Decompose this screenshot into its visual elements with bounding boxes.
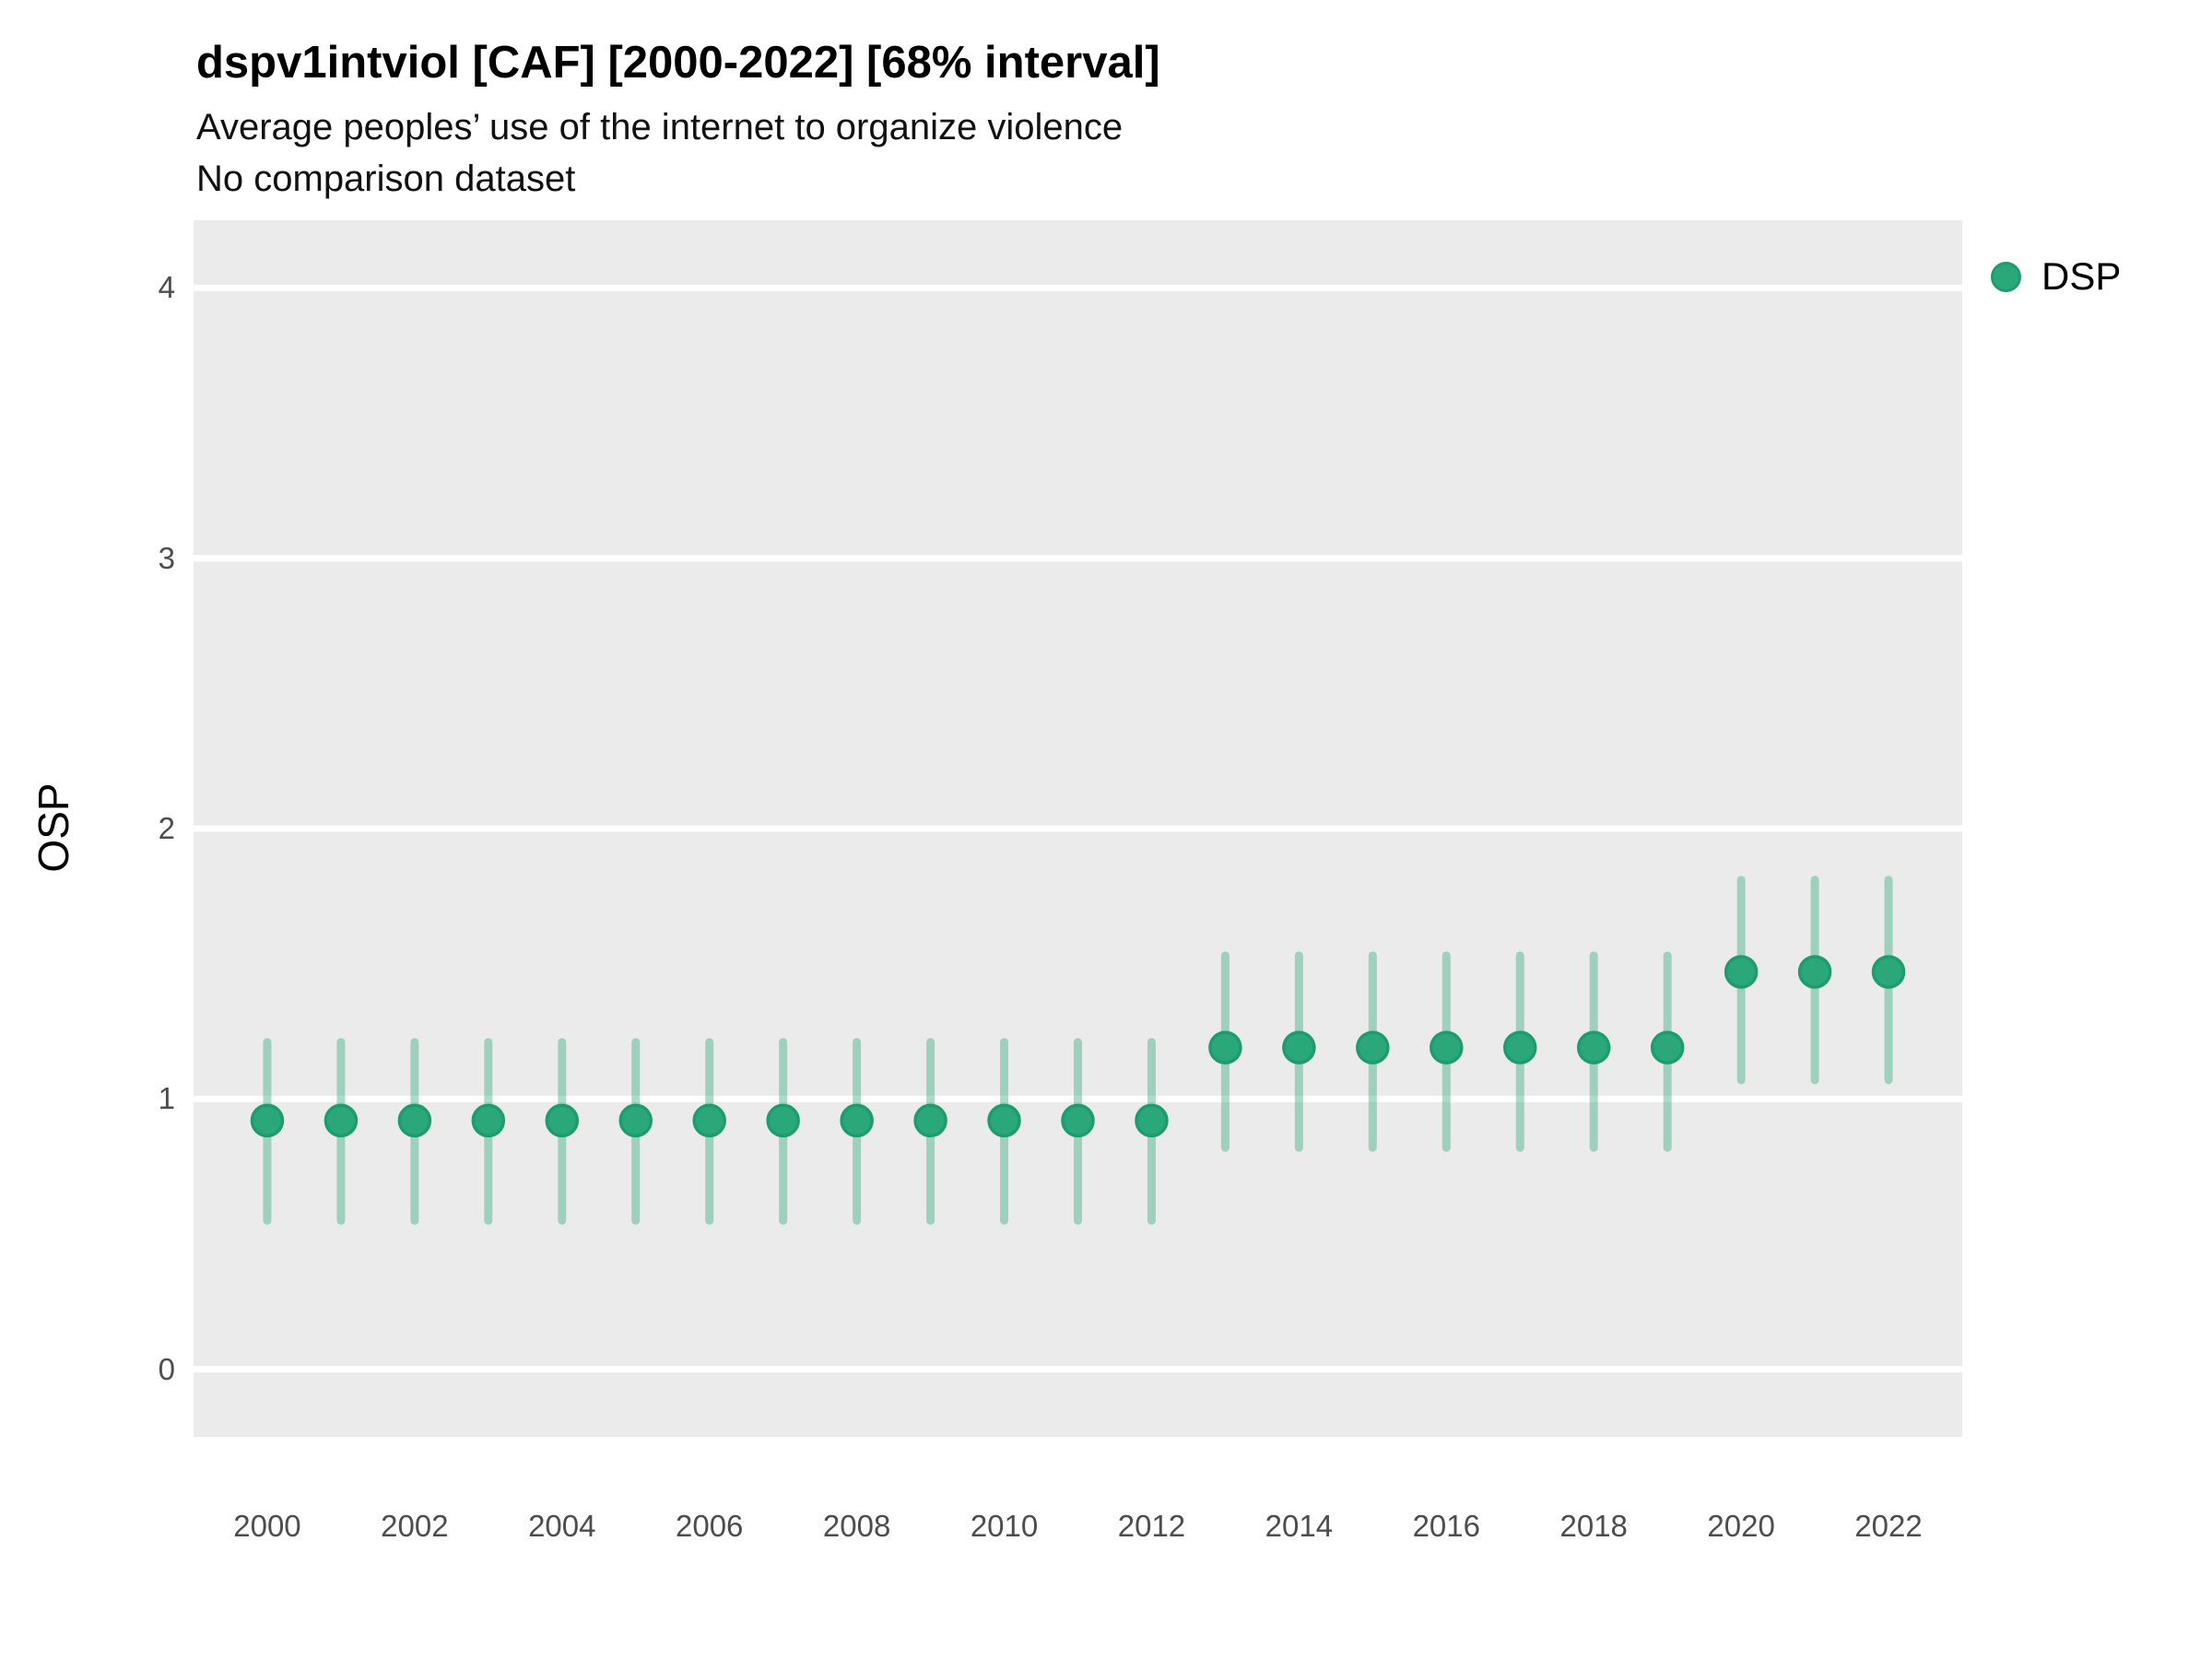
data-point-2006 bbox=[692, 1103, 726, 1138]
x-tick-label-2016: 2016 bbox=[1412, 1509, 1480, 1543]
data-point-2020 bbox=[1724, 955, 1759, 989]
data-point-2013 bbox=[1208, 1030, 1242, 1065]
legend-label: DSP bbox=[2041, 254, 2122, 298]
data-point-2018 bbox=[1576, 1030, 1611, 1065]
chart-title: dspv1intviol [CAF] [2000-2022] [68% inte… bbox=[196, 38, 1160, 88]
data-point-2016 bbox=[1430, 1030, 1464, 1065]
x-tick-label-2006: 2006 bbox=[675, 1509, 744, 1543]
data-point-2005 bbox=[618, 1103, 653, 1138]
data-point-2017 bbox=[1503, 1030, 1537, 1065]
data-point-2007 bbox=[766, 1103, 800, 1138]
x-tick-label-2008: 2008 bbox=[822, 1509, 891, 1543]
x-tick-label-2022: 2022 bbox=[1854, 1509, 1923, 1543]
y-tick-label-3: 3 bbox=[158, 540, 175, 575]
data-point-2022 bbox=[1871, 955, 1906, 989]
x-tick-label-2010: 2010 bbox=[970, 1509, 1039, 1543]
data-point-2014 bbox=[1282, 1030, 1316, 1065]
data-point-2012 bbox=[1135, 1103, 1169, 1138]
data-point-2010 bbox=[987, 1103, 1021, 1138]
data-point-2019 bbox=[1650, 1030, 1685, 1065]
legend-dot-icon bbox=[1991, 261, 2021, 292]
pointrange-plot bbox=[194, 284, 1962, 1373]
data-point-2021 bbox=[1797, 955, 1832, 989]
data-point-2000 bbox=[250, 1103, 285, 1138]
data-point-2001 bbox=[324, 1103, 359, 1138]
x-tick-label-2002: 2002 bbox=[381, 1509, 449, 1543]
x-tick-label-2014: 2014 bbox=[1265, 1509, 1334, 1543]
y-tick-label-2: 2 bbox=[158, 811, 175, 845]
data-point-2003 bbox=[471, 1103, 506, 1138]
y-tick-label-1: 1 bbox=[158, 1081, 175, 1116]
x-tick-label-2000: 2000 bbox=[233, 1509, 301, 1543]
y-tick-label-0: 0 bbox=[158, 1351, 175, 1386]
x-tick-label-2004: 2004 bbox=[528, 1509, 596, 1543]
chart-subtitle: Average peoples’ use of the internet to … bbox=[196, 107, 1124, 147]
chart-caption: No comparison dataset bbox=[196, 159, 576, 199]
x-tick-label-2012: 2012 bbox=[1117, 1509, 1186, 1543]
x-tick-label-2018: 2018 bbox=[1559, 1509, 1628, 1543]
y-tick-label-4: 4 bbox=[158, 270, 175, 305]
data-point-2008 bbox=[840, 1103, 874, 1138]
data-point-2011 bbox=[1061, 1103, 1095, 1138]
data-point-2002 bbox=[397, 1103, 432, 1138]
chart-panel bbox=[194, 220, 1962, 1437]
x-tick-label-2020: 2020 bbox=[1707, 1509, 1775, 1543]
data-point-2009 bbox=[913, 1103, 947, 1138]
data-point-2004 bbox=[545, 1103, 580, 1138]
legend: DSP bbox=[1991, 254, 2121, 299]
data-point-2015 bbox=[1356, 1030, 1390, 1065]
